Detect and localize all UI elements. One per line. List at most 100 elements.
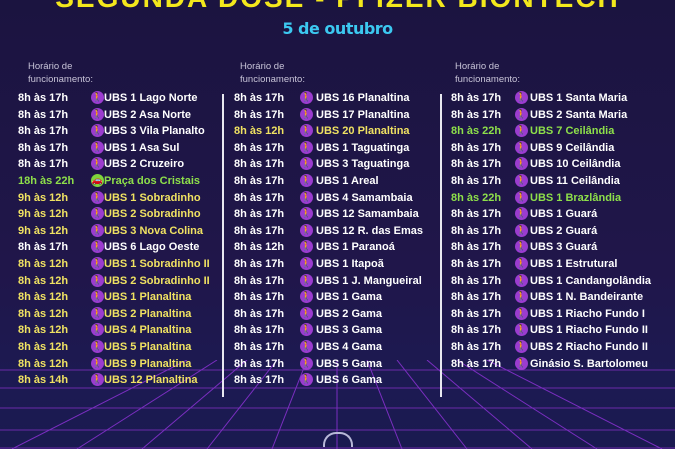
location-name: Ginásio S. Bartolomeu bbox=[530, 357, 648, 370]
schedule-time: 8h às 17h bbox=[234, 324, 285, 337]
schedule-row: 8h às 17h 🚶 UBS 2 Gama bbox=[234, 306, 444, 322]
grid-line bbox=[76, 360, 218, 449]
schedule-time: 8h às 17h bbox=[234, 291, 285, 304]
walking-person-icon: 🚶 bbox=[91, 190, 104, 204]
location-name: UBS 20 Planaltina bbox=[316, 125, 410, 138]
schedule-time: 8h às 17h bbox=[234, 208, 285, 221]
schedule-row: 8h às 17h 🚶 UBS 9 Ceilândia bbox=[451, 140, 661, 156]
walking-person-icon: 🚶 bbox=[300, 257, 313, 270]
walking-person-icon: 🚶 bbox=[91, 240, 104, 254]
grid-line bbox=[366, 360, 403, 449]
schedule-row: 8h às 17h 🚶 UBS 12 R. das Emas bbox=[234, 223, 444, 239]
schedule-row: 8h às 12h 🚶 UBS 2 Sobradinho II bbox=[18, 273, 228, 289]
schedule-time: 8h às 22h bbox=[451, 125, 502, 138]
walking-person-icon: 🚶 bbox=[515, 157, 528, 171]
walking-person-icon: 🚶 bbox=[300, 190, 313, 204]
schedule-row: 8h às 17h 🚶 UBS 11 Ceilândia bbox=[451, 173, 661, 189]
schedule-row: 8h às 22h 🚶 UBS 7 Ceilândia bbox=[451, 123, 661, 139]
grid-line bbox=[396, 360, 468, 449]
location-name: UBS 2 Riacho Fundo II bbox=[530, 341, 648, 353]
location-name: UBS 2 Planaltina bbox=[104, 307, 192, 320]
schedule-row: 8h às 17h 🚶 UBS 1 Guará bbox=[451, 206, 661, 222]
walking-person-icon: 🚶 bbox=[515, 174, 528, 187]
walking-person-icon: 🚶 bbox=[91, 107, 104, 121]
location-name: UBS 1 Asa Sul bbox=[104, 141, 180, 154]
grid-line bbox=[141, 360, 248, 449]
schedule-row: 8h às 17h 🚶 UBS 12 Samambaia bbox=[234, 206, 444, 222]
page-title: SEGUNDA DOSE - PFIZER BIONTECH bbox=[0, 0, 675, 14]
schedule-time: 8h às 12h bbox=[18, 341, 69, 353]
schedule-time: 8h às 12h bbox=[18, 274, 69, 287]
schedule-row: 8h às 17h 🚶 UBS 1 Riacho Fundo I bbox=[451, 306, 661, 322]
location-name: UBS 1 N. Bandeirante bbox=[530, 291, 644, 304]
walking-person-icon: 🚶 bbox=[300, 124, 313, 138]
schedule-row: 8h às 17h 🚶 UBS 1 J. Mangueiral bbox=[234, 273, 444, 289]
schedule-row: 8h às 14h 🚶 UBS 12 Planaltina bbox=[18, 372, 228, 388]
walking-person-icon: 🚶 bbox=[515, 140, 528, 154]
schedule-row: 8h às 17h 🚶 UBS 1 N. Bandeirante bbox=[451, 289, 661, 305]
walking-person-icon: 🚶 bbox=[300, 174, 313, 187]
schedule-time: 8h às 17h bbox=[234, 258, 285, 270]
walking-person-icon: 🚶 bbox=[300, 107, 313, 121]
schedule-row: 8h às 17h 🚶 UBS 6 Lago Oeste bbox=[18, 239, 228, 255]
schedule-time: 8h às 17h bbox=[18, 92, 69, 104]
schedule-time: 8h às 17h bbox=[451, 274, 502, 287]
walking-person-icon: 🚶 bbox=[91, 340, 104, 353]
schedule-row: 8h às 17h 🚶 UBS 2 Asa Norte bbox=[18, 107, 228, 123]
location-name: UBS 17 Planaltina bbox=[316, 108, 410, 121]
location-name: UBS 10 Ceilândia bbox=[530, 158, 621, 171]
walking-person-icon: 🚶 bbox=[515, 306, 528, 320]
schedule-row: 8h às 17h 🚶 UBS 17 Planaltina bbox=[234, 107, 444, 123]
schedule-row: 8h às 12h 🚶 UBS 5 Planaltina bbox=[18, 339, 228, 355]
location-name: UBS 1 Paranoá bbox=[316, 241, 395, 254]
schedule-time: 8h às 17h bbox=[234, 357, 285, 370]
schedule-row: 8h às 17h 🚶 UBS 2 Santa Maria bbox=[451, 107, 661, 123]
walking-person-icon: 🚶 bbox=[300, 207, 313, 221]
location-name: UBS 12 Samambaia bbox=[316, 208, 419, 221]
location-name: UBS 2 Cruzeiro bbox=[104, 158, 185, 171]
column-divider bbox=[222, 94, 224, 397]
schedule-row: 8h às 17h 🚶 UBS 2 Cruzeiro bbox=[18, 156, 228, 172]
schedule-row: 8h às 17h 🚶 UBS 3 Vila Planalto bbox=[18, 123, 228, 139]
schedule-row: 8h às 12h 🚶 UBS 9 Planaltina bbox=[18, 356, 228, 372]
location-name: UBS 1 Itapoã bbox=[316, 258, 384, 270]
location-name: UBS 4 Samambaia bbox=[316, 191, 413, 204]
schedule-row: 8h às 17h 🚶 UBS 3 Taguatinga bbox=[234, 156, 444, 172]
walking-person-icon: 🚶 bbox=[300, 373, 313, 387]
schedule-row: 8h às 17h 🚶 UBS 1 Santa Maria bbox=[451, 90, 661, 106]
location-name: UBS 6 Gama bbox=[316, 374, 383, 387]
schedule-time: 8h às 12h bbox=[18, 258, 69, 270]
schedule-time: 8h às 17h bbox=[451, 357, 502, 370]
walking-person-icon: 🚶 bbox=[91, 306, 104, 320]
schedule-time: 8h às 17h bbox=[234, 274, 285, 287]
schedule-row: 8h às 17h 🚶 UBS 3 Guará bbox=[451, 239, 661, 255]
location-name: UBS 1 Riacho Fundo II bbox=[530, 324, 648, 337]
grid-line bbox=[11, 360, 188, 449]
date-subtitle: 5 de outubro bbox=[282, 19, 393, 38]
schedule-time: 8h às 17h bbox=[451, 141, 502, 154]
walking-person-icon: 🚶 bbox=[300, 290, 313, 304]
location-name: UBS 12 R. das Emas bbox=[316, 224, 423, 237]
schedule-time: 8h às 17h bbox=[451, 208, 502, 221]
location-name: Praça dos Cristais bbox=[104, 175, 200, 187]
schedule-time: 8h às 17h bbox=[234, 175, 285, 187]
location-name: UBS 3 Vila Planalto bbox=[104, 125, 205, 138]
schedule-time: 9h às 12h bbox=[18, 208, 69, 221]
schedule-time: 8h às 17h bbox=[451, 108, 502, 121]
schedule-time: 8h às 17h bbox=[234, 224, 285, 237]
background-grid bbox=[0, 360, 675, 449]
schedule-row: 8h às 12h 🚶 UBS 4 Planaltina bbox=[18, 322, 228, 338]
schedule-time: 8h às 12h bbox=[18, 324, 69, 337]
location-name: UBS 5 Gama bbox=[316, 357, 383, 370]
location-name: UBS 1 Sobradinho bbox=[104, 191, 201, 204]
schedule-row: 8h às 17h 🚶 Ginásio S. Bartolomeu bbox=[451, 356, 661, 372]
walking-person-icon: 🚶 bbox=[91, 373, 104, 387]
walking-person-icon: 🚶 bbox=[91, 91, 104, 104]
walking-person-icon: 🚶 bbox=[91, 290, 104, 304]
location-name: UBS 16 Planaltina bbox=[316, 92, 410, 104]
grid-line bbox=[456, 360, 598, 449]
schedule-time: 8h às 17h bbox=[451, 324, 502, 337]
schedule-time: 8h às 22h bbox=[451, 191, 502, 204]
location-name: UBS 1 Santa Maria bbox=[530, 92, 628, 104]
schedule-time: 8h às 17h bbox=[234, 158, 285, 171]
